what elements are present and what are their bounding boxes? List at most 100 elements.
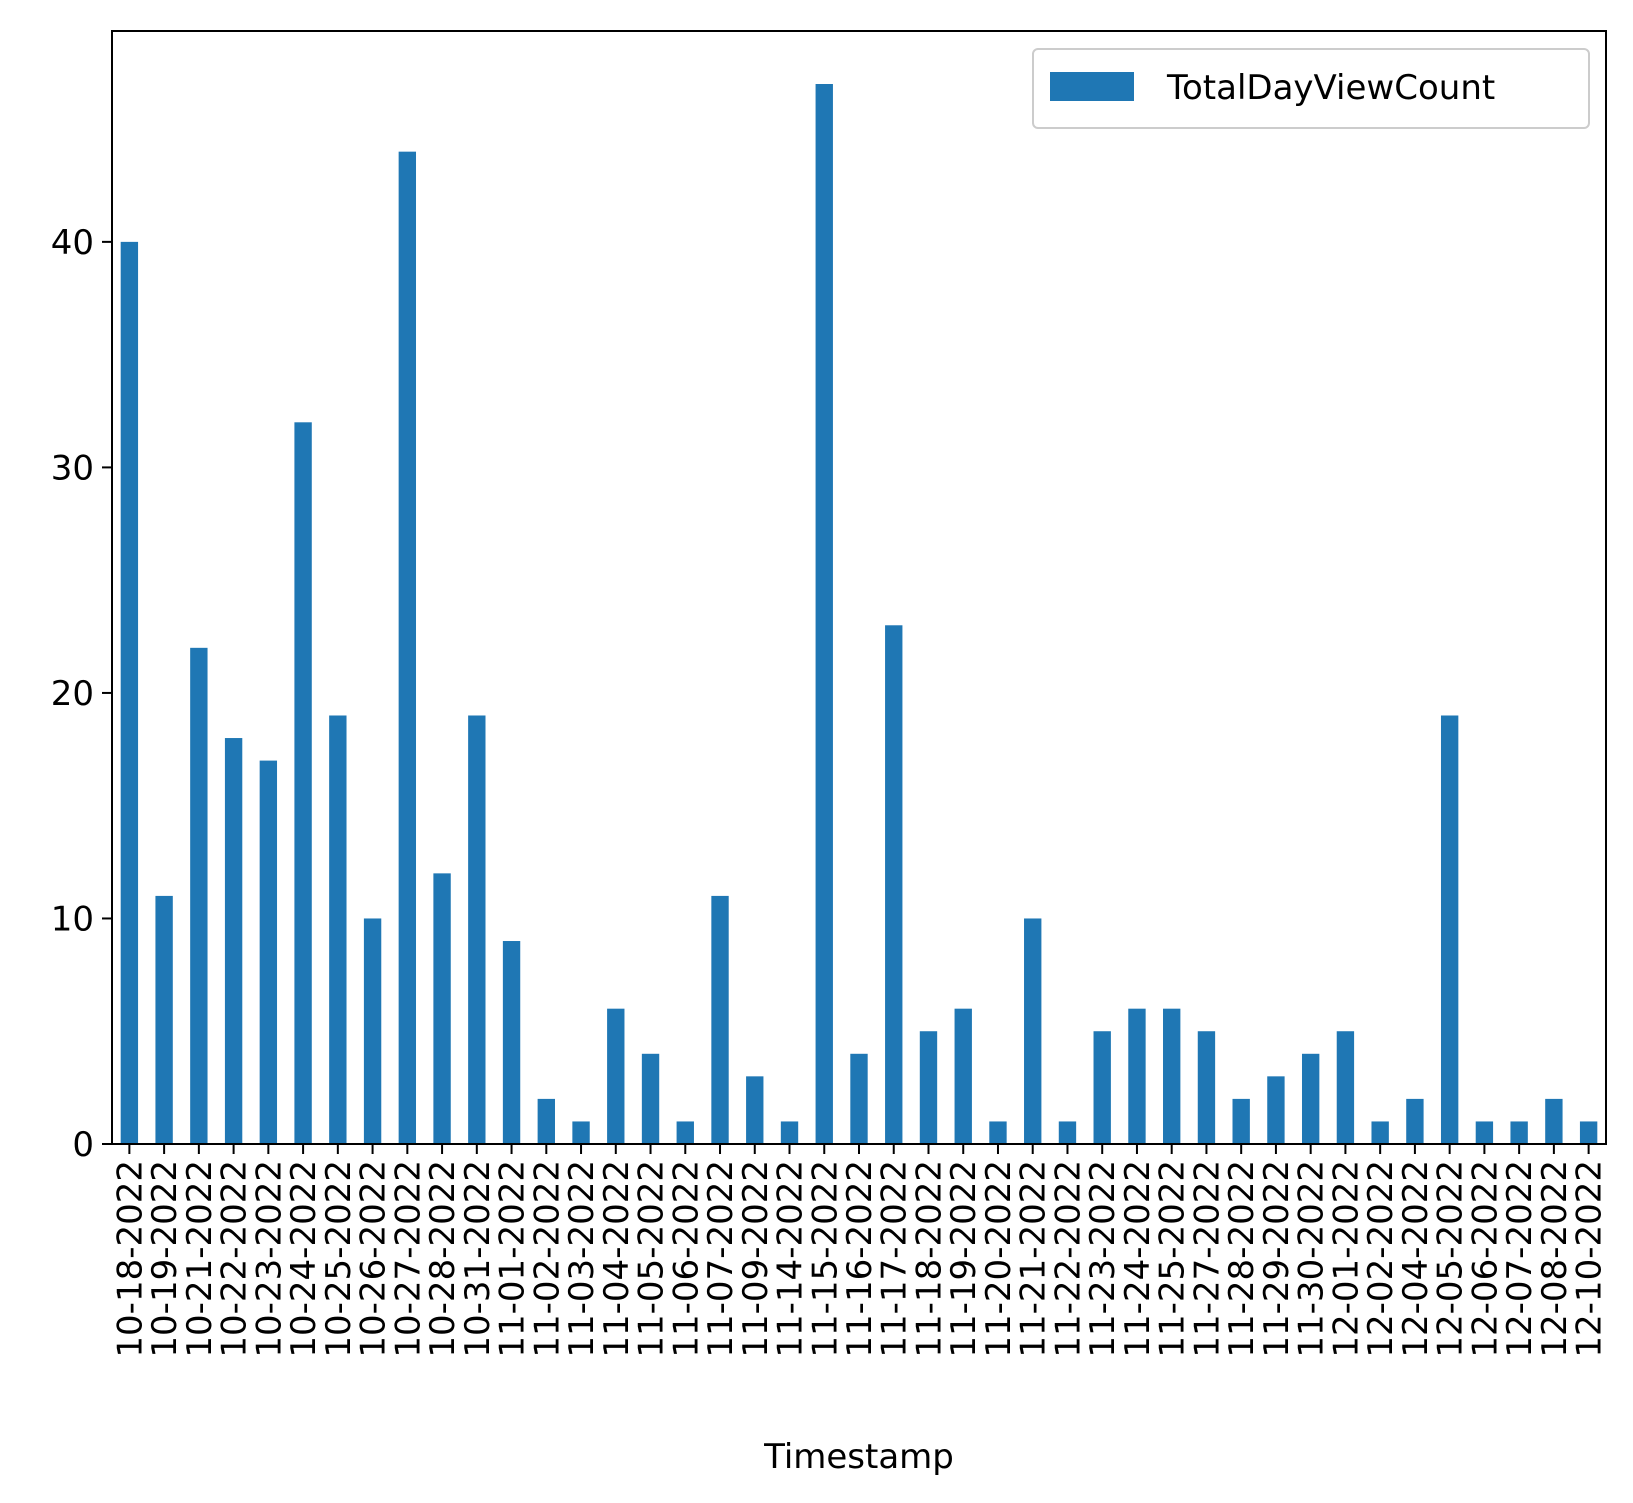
x-tick-label: 10-25-2022 (319, 1160, 359, 1358)
bar-11-15-2022 (815, 84, 833, 1144)
x-tick-label: 10-23-2022 (249, 1160, 289, 1358)
bar-11-22-2022 (1058, 1121, 1077, 1144)
x-tick-label: 10-21-2022 (180, 1160, 220, 1358)
bar-10-25-2022 (329, 715, 347, 1144)
bar-11-30-2022 (1301, 1053, 1320, 1144)
x-tick-label: 11-25-2022 (1153, 1160, 1193, 1358)
bar-11-05-2022 (641, 1053, 660, 1144)
x-tick-label: 11-21-2022 (1014, 1160, 1054, 1358)
bar-11-25-2022 (1163, 1008, 1181, 1144)
bar-11-01-2022 (502, 941, 521, 1144)
x-tick-label: 10-24-2022 (284, 1160, 324, 1358)
x-tick-label: 11-01-2022 (493, 1160, 533, 1358)
x-tick-label: 11-27-2022 (1187, 1160, 1227, 1358)
y-tick-label: 10 (51, 899, 94, 939)
bar-11-14-2022 (780, 1121, 799, 1144)
x-tick-label: 12-05-2022 (1431, 1160, 1471, 1358)
legend-box (1032, 48, 1590, 129)
bar-10-27-2022 (398, 151, 417, 1144)
bar-12-04-2022 (1406, 1098, 1424, 1144)
bar-10-21-2022 (190, 647, 208, 1144)
x-tick-label: 12-08-2022 (1535, 1160, 1575, 1358)
bar-11-09-2022 (746, 1076, 764, 1144)
x-tick-label: 12-10-2022 (1570, 1160, 1610, 1358)
bar-11-03-2022 (572, 1121, 590, 1144)
y-tick-label: 0 (72, 1125, 94, 1165)
x-tick-label: 11-18-2022 (909, 1160, 949, 1358)
x-tick-label: 12-02-2022 (1361, 1160, 1401, 1358)
x-tick-label: 11-28-2022 (1222, 1160, 1262, 1358)
bar-10-18-2022 (120, 241, 139, 1144)
x-tick-label: 12-06-2022 (1465, 1160, 1505, 1358)
bar-10-19-2022 (155, 895, 173, 1144)
bar-11-28-2022 (1232, 1098, 1250, 1144)
bar-12-05-2022 (1440, 715, 1459, 1144)
x-tick-label: 10-19-2022 (145, 1160, 185, 1358)
bar-12-01-2022 (1336, 1031, 1355, 1144)
bar-12-07-2022 (1510, 1121, 1528, 1144)
legend: TotalDayViewCount (1032, 48, 1590, 129)
bar-11-23-2022 (1093, 1031, 1111, 1144)
x-tick-label: 10-26-2022 (354, 1160, 394, 1358)
bar-10-26-2022 (363, 918, 382, 1144)
x-tick-label: 11-29-2022 (1257, 1160, 1297, 1358)
x-axis: 10-18-202210-19-202210-21-202210-22-2022… (110, 1144, 1610, 1358)
bar-11-02-2022 (537, 1098, 555, 1144)
bar-10-23-2022 (259, 760, 278, 1144)
bar-11-17-2022 (885, 625, 903, 1144)
x-tick-label: 11-09-2022 (736, 1160, 776, 1358)
x-tick-label: 10-27-2022 (388, 1160, 428, 1358)
legend-swatch (1050, 72, 1134, 101)
x-tick-label: 11-19-2022 (944, 1160, 984, 1358)
y-tick-label: 20 (51, 674, 94, 714)
x-tick-label: 11-14-2022 (771, 1160, 811, 1358)
bar-11-06-2022 (676, 1121, 694, 1144)
y-tick-label: 30 (51, 448, 94, 488)
x-tick-label: 10-31-2022 (458, 1160, 498, 1358)
plot-frame (111, 30, 1607, 1145)
x-tick-label: 12-07-2022 (1500, 1160, 1540, 1358)
bar-11-27-2022 (1197, 1031, 1216, 1144)
x-tick-label: 10-28-2022 (423, 1160, 463, 1358)
bar-10-28-2022 (433, 873, 451, 1144)
x-tick-label: 11-23-2022 (1083, 1160, 1123, 1358)
bar-12-06-2022 (1475, 1121, 1494, 1144)
x-tick-label: 10-22-2022 (215, 1160, 255, 1358)
x-tick-label: 11-16-2022 (840, 1160, 880, 1358)
x-tick-label: 11-30-2022 (1292, 1160, 1332, 1358)
bar-10-31-2022 (468, 715, 486, 1144)
bar-10-24-2022 (294, 422, 312, 1144)
bars-layer (120, 84, 1598, 1144)
x-tick-label: 11-22-2022 (1048, 1160, 1088, 1358)
bar-10-22-2022 (224, 738, 243, 1144)
x-tick-label: 11-02-2022 (527, 1160, 567, 1358)
bar-11-21-2022 (1024, 918, 1042, 1144)
x-tick-label: 11-20-2022 (979, 1160, 1019, 1358)
x-tick-label: 11-04-2022 (597, 1160, 637, 1358)
x-tick-label: 11-07-2022 (701, 1160, 741, 1358)
bar-11-18-2022 (919, 1031, 938, 1144)
bar-11-29-2022 (1267, 1076, 1285, 1144)
x-axis-label: Timestamp (763, 1437, 954, 1477)
x-tick-label: 11-05-2022 (632, 1160, 672, 1358)
x-tick-label: 11-24-2022 (1118, 1160, 1158, 1358)
y-tick-label: 40 (51, 223, 94, 263)
bar-12-10-2022 (1579, 1121, 1598, 1144)
bar-11-16-2022 (850, 1053, 868, 1144)
bar-11-20-2022 (989, 1121, 1007, 1144)
x-tick-label: 12-04-2022 (1396, 1160, 1436, 1358)
x-tick-label: 11-17-2022 (875, 1160, 915, 1358)
bar-11-24-2022 (1128, 1008, 1146, 1144)
y-axis: 0 10 20 30 40 (51, 223, 112, 1165)
x-tick-label: 11-06-2022 (666, 1160, 706, 1358)
x-tick-label: 10-18-2022 (110, 1160, 150, 1358)
bar-11-04-2022 (607, 1008, 625, 1144)
bar-11-19-2022 (954, 1008, 972, 1144)
bar-12-08-2022 (1545, 1098, 1563, 1144)
x-tick-label: 11-03-2022 (562, 1160, 602, 1358)
x-tick-label: 12-01-2022 (1326, 1160, 1366, 1358)
x-tick-label: 11-15-2022 (805, 1160, 845, 1358)
legend-label: TotalDayViewCount (1166, 68, 1495, 108)
